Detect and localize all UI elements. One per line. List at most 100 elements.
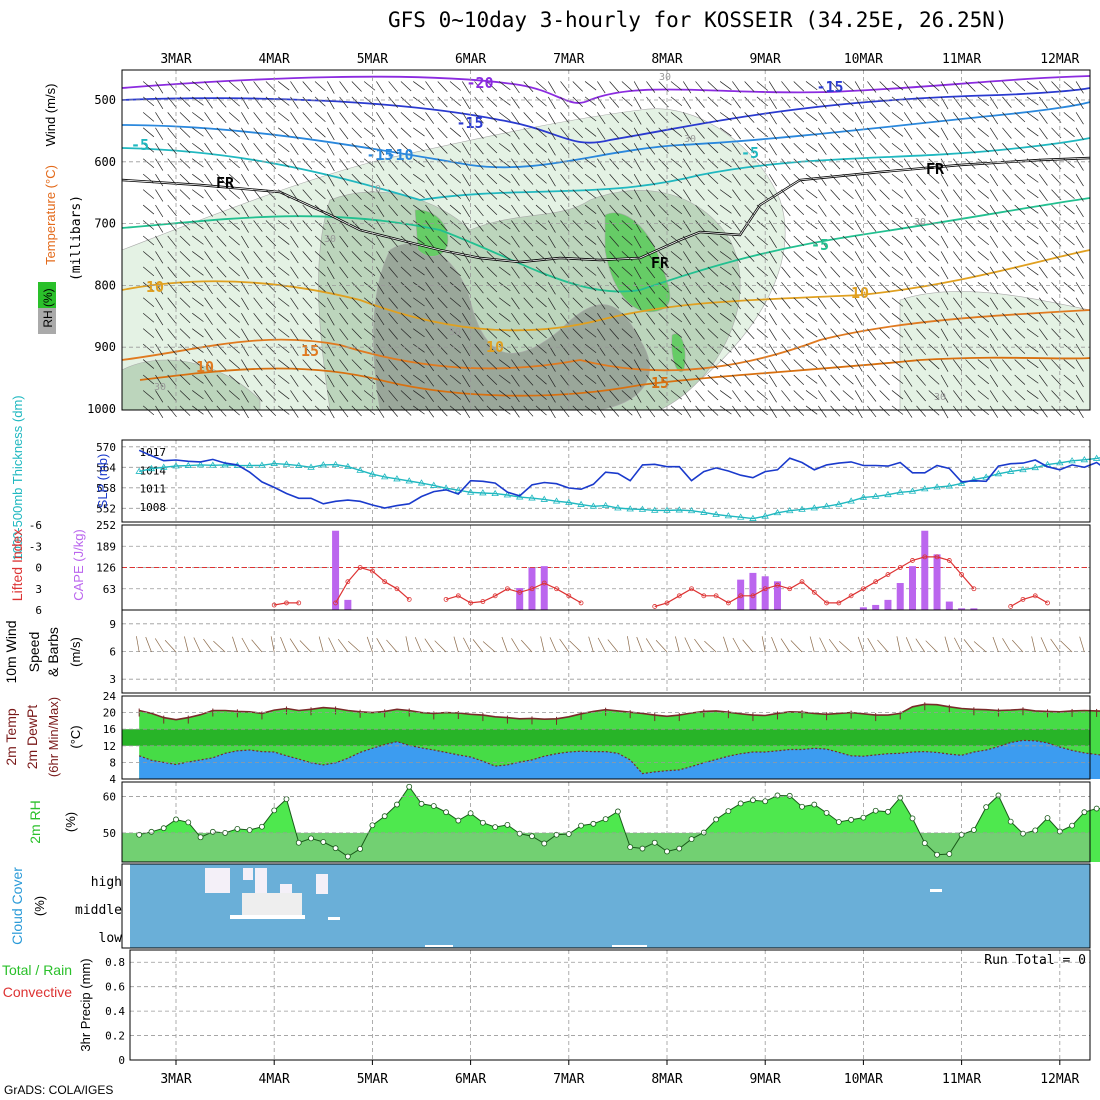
rh2m-marker [234, 826, 241, 832]
wind-barb [854, 343, 863, 357]
lifted-index-marker [713, 593, 719, 599]
wind-barb [842, 142, 854, 153]
wind-barb [670, 142, 683, 153]
wind-barb [277, 189, 290, 199]
wind-barb [155, 112, 164, 125]
wind-barb [413, 266, 425, 276]
lifted-index-tick-label: 3 [35, 583, 42, 596]
wind-barb [363, 204, 376, 215]
wind-barb [1051, 297, 1062, 309]
wind-barb [781, 127, 791, 139]
wind-barb [192, 328, 204, 338]
wind-barb [560, 173, 570, 186]
wind-speed-marker [652, 654, 658, 660]
wind-barb [989, 189, 999, 202]
wind-barb [744, 266, 755, 278]
date-label-top: 8MAR [651, 52, 682, 67]
date-label-top: 12MAR [1040, 52, 1079, 67]
wind-barb [179, 204, 191, 216]
wind-barb [302, 251, 313, 263]
wind-barb [363, 189, 376, 199]
wind-barb [744, 173, 755, 185]
wind-barb [989, 297, 999, 310]
wind-barb [793, 204, 805, 216]
wind-barb [425, 220, 435, 233]
wind-barb [818, 220, 827, 233]
wind-barb [682, 173, 692, 187]
wind-barb [940, 235, 949, 249]
wind-barb [682, 220, 692, 233]
wind-barb [449, 96, 461, 107]
rh2m-marker [921, 840, 928, 846]
wind-barb [167, 189, 177, 201]
wind-barb [462, 127, 471, 140]
wind-barb [682, 297, 692, 310]
wind-barb [400, 266, 412, 277]
wind-barb [228, 282, 240, 292]
thickness-marker [184, 461, 192, 469]
lifted-index-marker [897, 565, 903, 570]
thickness-marker [626, 505, 634, 512]
wind-barb [535, 81, 547, 91]
wind-barb [781, 359, 791, 371]
wind-barb [1014, 189, 1026, 200]
thickness-marker [945, 482, 954, 489]
wind-barb [1063, 359, 1075, 369]
wind-barb [584, 158, 597, 168]
lifted-index-marker [1020, 596, 1026, 602]
wind-barb [413, 359, 425, 369]
wind-barb [830, 282, 841, 293]
wind-barb [413, 173, 425, 183]
wind-barb [756, 142, 768, 153]
wind-barb [867, 405, 877, 418]
wind-barb [744, 359, 755, 371]
wind-barb [1063, 343, 1075, 354]
wind-barb [523, 359, 534, 371]
wind-barb [314, 282, 326, 292]
wind-barb [953, 390, 963, 402]
wind-barb-10m [136, 636, 140, 653]
wind-speed-marker [873, 633, 879, 639]
wind-barb [560, 359, 570, 371]
wind-barb [449, 204, 461, 215]
wind-barb [425, 143, 435, 155]
wind-barb [805, 297, 818, 307]
wind-barb [572, 374, 583, 386]
wind-barb [351, 297, 362, 309]
wind-barb [351, 282, 362, 293]
wind-barb [719, 266, 732, 276]
wind-barb [314, 359, 326, 370]
wind-barb [241, 204, 249, 218]
rh2m-marker [160, 825, 167, 832]
wind-barb [1038, 220, 1048, 233]
wind-barb [425, 282, 435, 294]
wind-barb [682, 112, 692, 125]
wind-barb [265, 374, 277, 386]
date-label-bottom: 4MAR [259, 1072, 290, 1087]
wind-barb [314, 343, 326, 354]
wind-barb [523, 405, 534, 417]
wind-barb [879, 204, 890, 216]
wind-barb [744, 204, 755, 216]
wind-barb [953, 189, 963, 202]
wind-barb [388, 96, 398, 108]
wind-barb [413, 204, 425, 214]
wind-barb [1038, 390, 1048, 402]
wind-barb [891, 204, 904, 214]
wind-barb [1002, 251, 1012, 263]
wind-barb [314, 204, 326, 215]
wind-barb [597, 112, 606, 125]
wind-barb [179, 220, 191, 231]
wind-barb [818, 374, 827, 387]
wind-barb [658, 220, 669, 231]
wind-barb [732, 189, 741, 202]
wind-barb [633, 158, 642, 172]
dewpoint-axis-label: 2m DewPt [24, 705, 40, 770]
wind-barb [670, 297, 683, 307]
wind-barb [413, 328, 425, 338]
wind-barb-10m [348, 641, 361, 653]
wind-barb [547, 112, 556, 125]
wind-barb [1063, 81, 1075, 91]
lifted-index-marker [566, 593, 572, 599]
thickness-marker [368, 470, 377, 477]
